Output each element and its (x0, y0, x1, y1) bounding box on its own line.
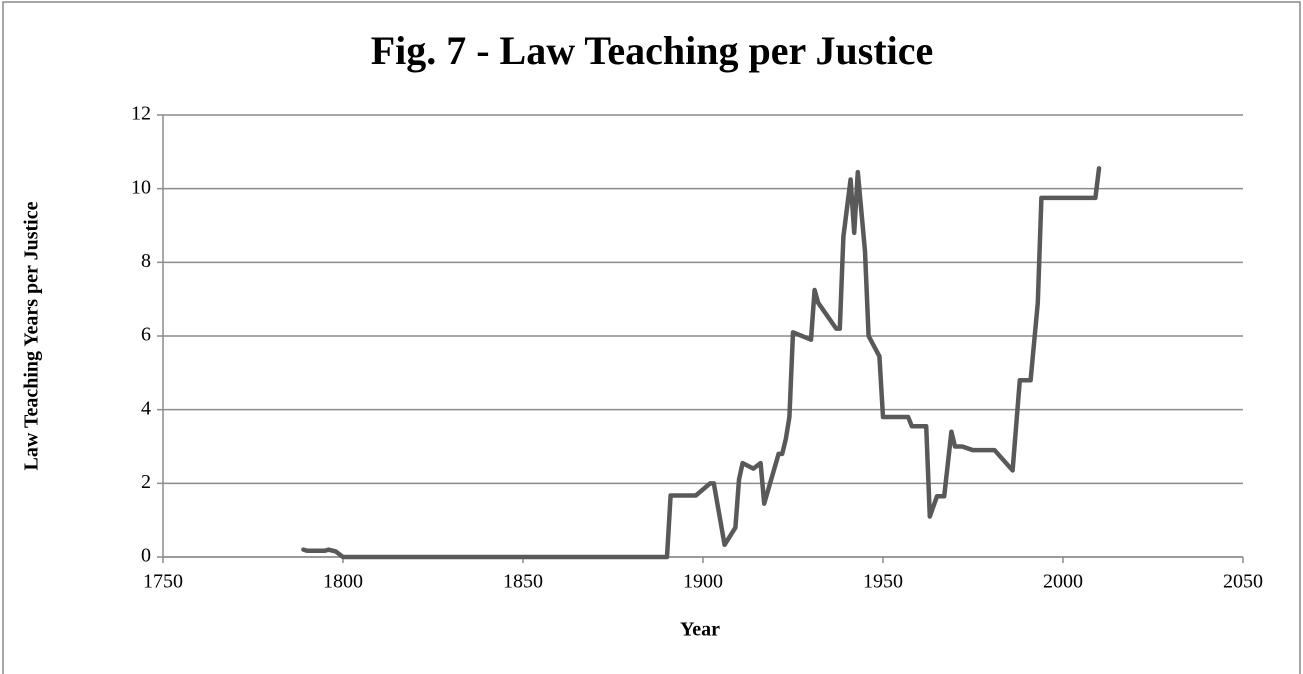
x-tick-label: 1850 (503, 571, 543, 593)
x-axis-title: Year (680, 619, 720, 641)
x-tick-label: 1750 (143, 571, 183, 593)
x-tick-label: 1800 (323, 571, 363, 593)
y-tick-label: 10 (131, 176, 151, 198)
y-tick-label: 12 (131, 103, 151, 125)
y-tick-label: 8 (141, 250, 151, 272)
y-tick-label: 0 (141, 545, 151, 567)
y-tick-label: 4 (141, 397, 151, 419)
x-tick-label: 1950 (863, 571, 903, 593)
x-tick-label: 1900 (683, 571, 723, 593)
x-tick-label: 2050 (1223, 571, 1263, 593)
y-tick-label: 2 (141, 471, 151, 493)
data-line (301, 166, 1102, 560)
y-axis-title: Law Teaching Years per Justice (21, 201, 43, 470)
chart-title: Fig. 7 - Law Teaching per Justice (371, 28, 934, 73)
x-tick-label: 2000 (1043, 571, 1083, 593)
y-tick-label: 6 (141, 324, 151, 346)
